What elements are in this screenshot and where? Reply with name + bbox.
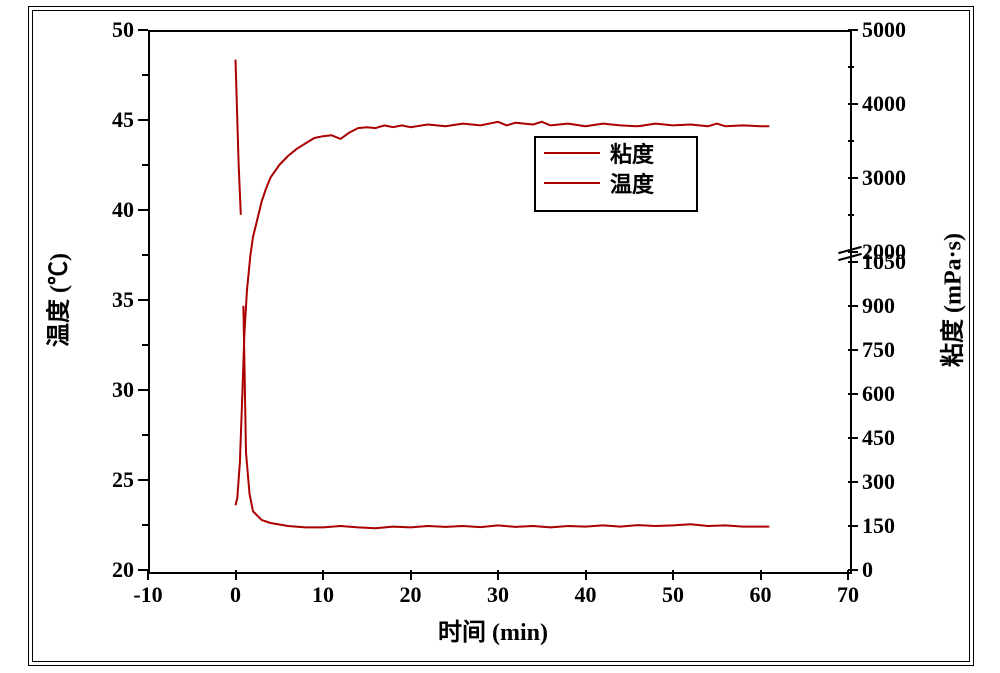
x-tick	[847, 570, 849, 580]
y-right-tick-label: 750	[862, 337, 895, 363]
y-left-tick-label: 35	[112, 287, 134, 313]
y-right-tick-label: 300	[862, 469, 895, 495]
y-right-tick-label: 5000	[862, 17, 906, 43]
y-left-tick	[138, 479, 148, 481]
series-viscosity-line	[236, 60, 770, 529]
y-left-tick	[138, 119, 148, 121]
y-left-tick	[138, 29, 148, 31]
x-tick	[235, 570, 237, 580]
y-right-tick-label: 3000	[862, 165, 906, 191]
y-right-minor-tick	[848, 214, 854, 216]
y-right-tick	[848, 569, 858, 571]
y-left-minor-tick	[142, 434, 148, 436]
y-left-tick-label: 40	[112, 197, 134, 223]
x-tick	[322, 570, 324, 580]
y-left-minor-tick	[142, 164, 148, 166]
y-left-minor-tick	[142, 254, 148, 256]
y-left-tick	[138, 209, 148, 211]
y-right-tick	[848, 103, 858, 105]
y-right-tick	[848, 305, 858, 307]
x-tick-label: 40	[575, 582, 597, 608]
y-right-tick-label: 0	[862, 557, 873, 583]
y-right-tick	[848, 349, 858, 351]
y-right-tick-label: 4000	[862, 91, 906, 117]
x-tick	[760, 570, 762, 580]
y-right-tick-label: 150	[862, 513, 895, 539]
y-left-tick-label: 50	[112, 17, 134, 43]
x-tick-label: 70	[837, 582, 859, 608]
y-right-minor-tick	[848, 140, 854, 142]
y-left-minor-tick	[142, 74, 148, 76]
figure: 时间 (min) 温度 (℃) 粘度 (mPa·s) 粘度 温度 -100102…	[0, 0, 1000, 673]
y-right-tick	[848, 261, 858, 263]
x-tick	[410, 570, 412, 580]
x-tick-label: 20	[400, 582, 422, 608]
x-tick-label: 60	[750, 582, 772, 608]
x-tick	[585, 570, 587, 580]
y-right-tick	[848, 525, 858, 527]
y-right-tick	[848, 393, 858, 395]
y-right-tick	[848, 437, 858, 439]
y-left-tick	[138, 299, 148, 301]
y-right-tick	[848, 29, 858, 31]
y-right-minor-tick	[848, 66, 854, 68]
y-right-tick-label: 600	[862, 381, 895, 407]
x-tick-label: -10	[133, 582, 162, 608]
y-right-tick-label: 450	[862, 425, 895, 451]
y-left-tick-label: 45	[112, 107, 134, 133]
x-tick	[147, 570, 149, 580]
x-tick	[497, 570, 499, 580]
x-tick-label: 0	[230, 582, 241, 608]
x-tick-label: 50	[662, 582, 684, 608]
y-left-tick-label: 20	[112, 557, 134, 583]
y-left-tick	[138, 569, 148, 571]
y-right-tick	[848, 177, 858, 179]
series-layer	[0, 0, 1000, 673]
y-left-minor-tick	[142, 344, 148, 346]
y-left-tick-label: 25	[112, 467, 134, 493]
y-left-minor-tick	[142, 524, 148, 526]
x-tick-label: 30	[487, 582, 509, 608]
y-left-tick	[138, 389, 148, 391]
y-right-tick-label: 900	[862, 293, 895, 319]
x-tick	[672, 570, 674, 580]
y-left-tick-label: 30	[112, 377, 134, 403]
series-temperature-line	[236, 122, 770, 505]
x-tick-label: 10	[312, 582, 334, 608]
y-right-tick-label: 2000	[862, 239, 906, 265]
y-right-tick	[848, 481, 858, 483]
